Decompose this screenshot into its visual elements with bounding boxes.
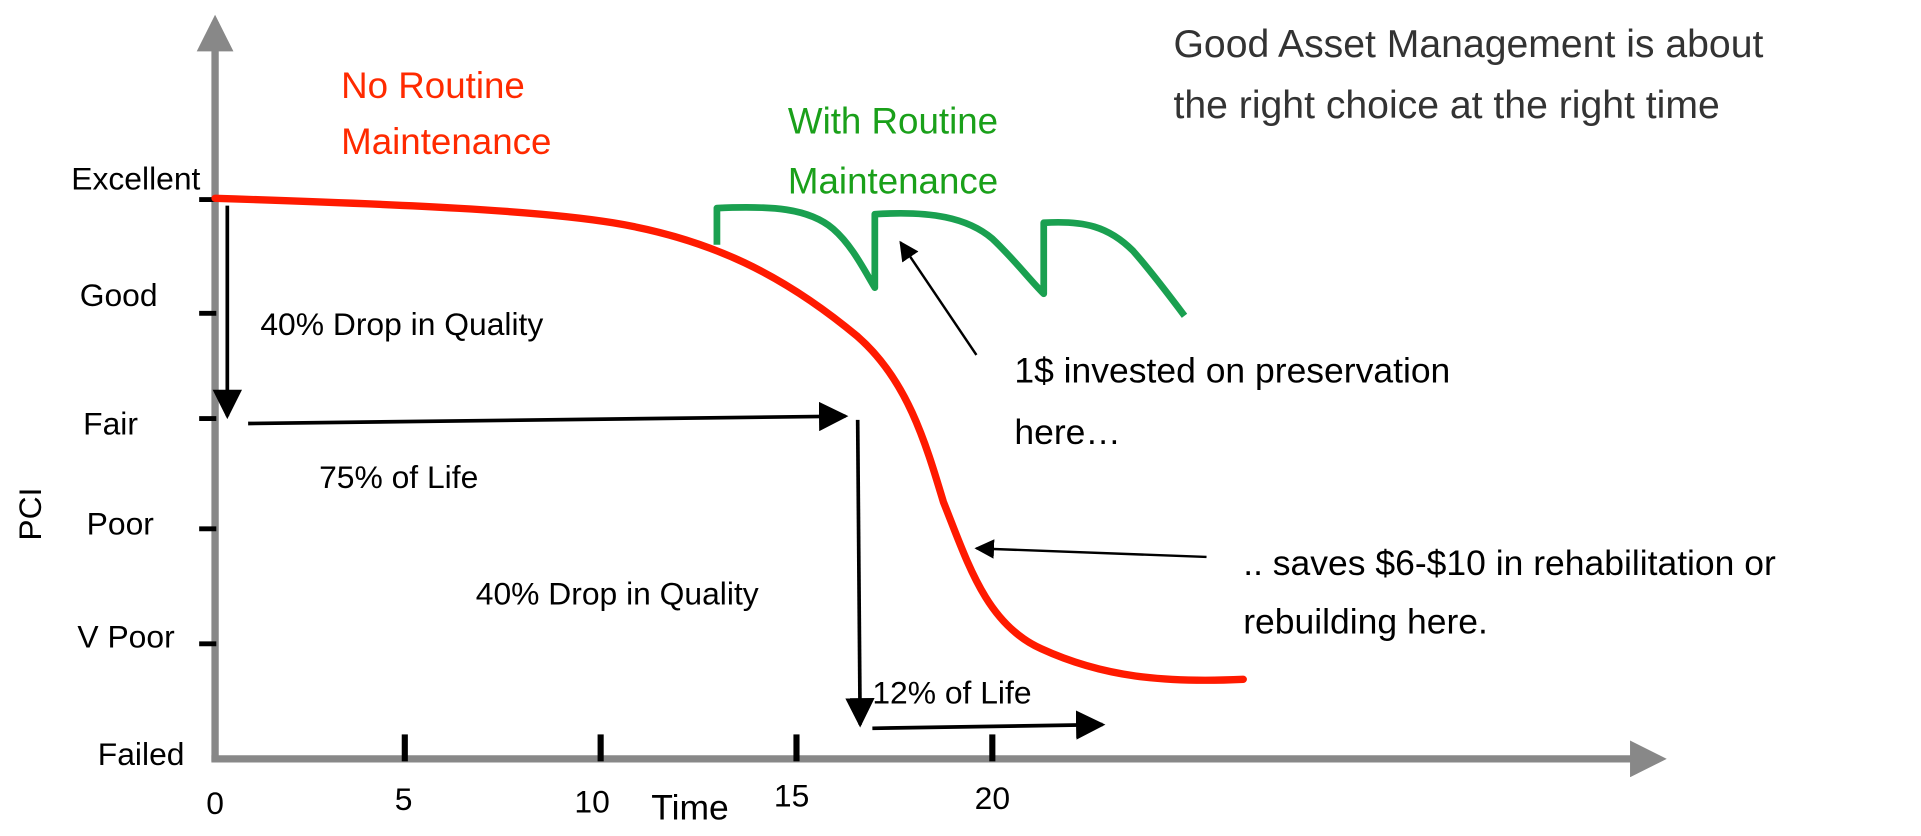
series-label: With Routine xyxy=(788,100,998,141)
annotation: 40% Drop in Quality xyxy=(260,306,543,342)
annotation: 75% of Life xyxy=(319,459,478,495)
series-label: Maintenance xyxy=(788,160,998,201)
annotation: here… xyxy=(1014,412,1121,452)
x-ticks xyxy=(401,734,996,762)
y-ticks xyxy=(199,197,217,647)
y-label: Fair xyxy=(83,405,138,441)
headline: Good Asset Management is about xyxy=(1173,23,1763,66)
y-label: Failed xyxy=(98,736,185,772)
series-label: Maintenance xyxy=(341,121,551,162)
x-label: 10 xyxy=(574,784,609,820)
annotation: 1$ invested on preservation xyxy=(1014,351,1450,391)
x-label: 5 xyxy=(395,781,413,817)
annotation: rebuilding here. xyxy=(1243,602,1488,642)
x-label: 20 xyxy=(975,780,1010,816)
y-label: Excellent xyxy=(71,161,200,197)
x-label: 0 xyxy=(206,785,224,821)
annotation: 40% Drop in Quality xyxy=(476,575,759,611)
headline: the right choice at the right time xyxy=(1173,84,1719,127)
annotation: 12% of Life xyxy=(872,675,1031,711)
arrows xyxy=(212,205,1207,740)
y-axis-title: PCI xyxy=(12,488,48,541)
annotation: .. saves $6-$10 in rehabilitation or xyxy=(1243,543,1776,583)
x-axis-title: Time xyxy=(651,788,729,828)
routine-maintenance-curve xyxy=(713,203,1188,318)
x-label: 15 xyxy=(774,777,809,813)
y-label: V Poor xyxy=(77,618,175,654)
y-label: Good xyxy=(80,277,158,313)
y-label: Poor xyxy=(87,506,155,542)
no-maintenance-curve xyxy=(211,194,1247,684)
series-label: No Routine xyxy=(341,65,525,106)
